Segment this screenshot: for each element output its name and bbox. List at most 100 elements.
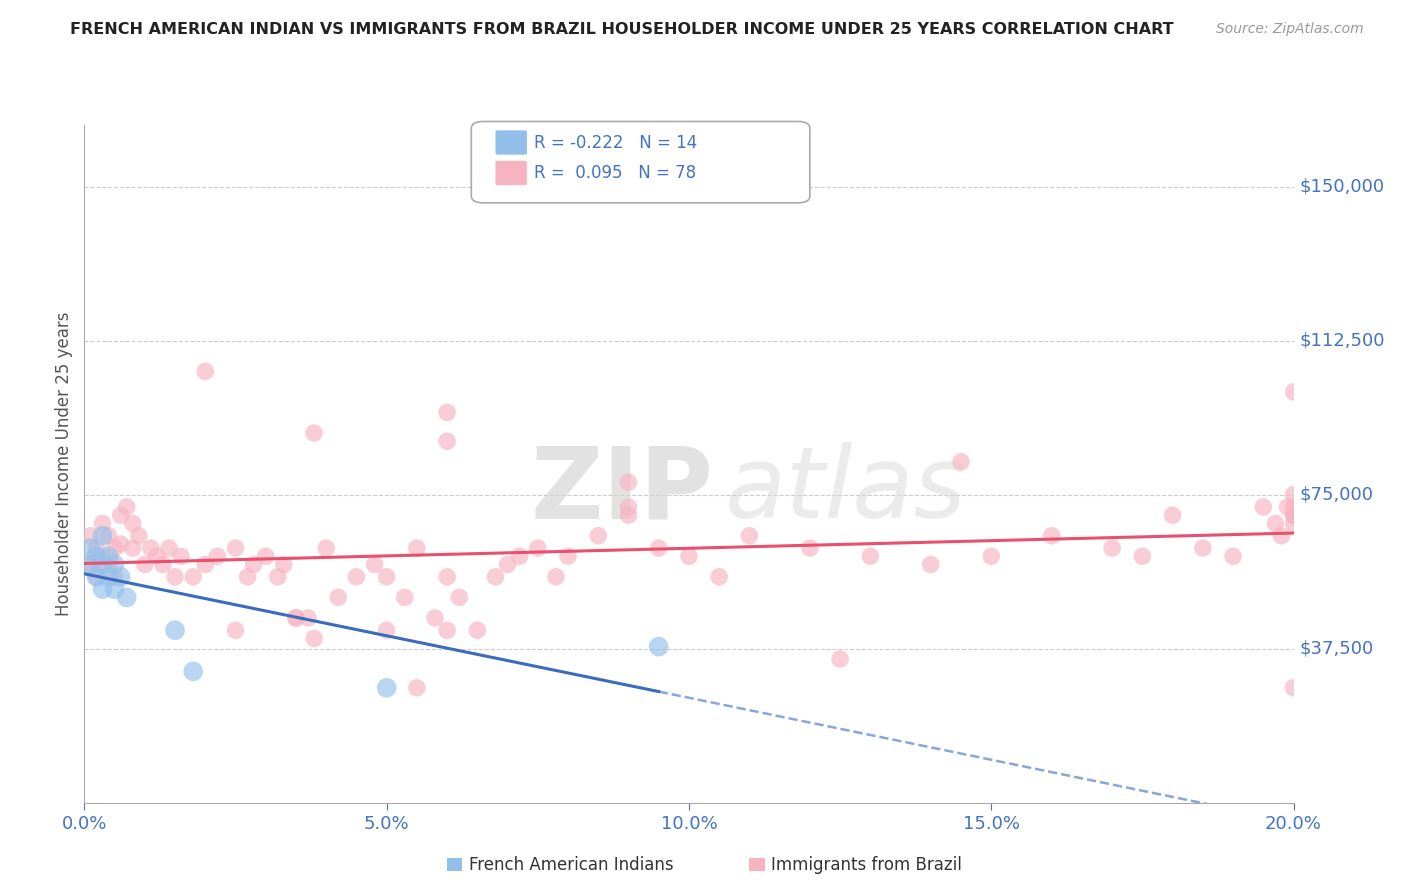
Text: ZIP: ZIP	[530, 442, 713, 540]
Point	[799, 541, 821, 555]
Point	[1282, 508, 1305, 523]
Point	[1191, 541, 1213, 555]
Point	[1222, 549, 1244, 564]
Point	[104, 558, 127, 572]
Point	[170, 549, 193, 564]
Text: Source: ZipAtlas.com: Source: ZipAtlas.com	[1216, 22, 1364, 37]
Point	[86, 541, 108, 555]
Point	[484, 570, 506, 584]
Text: Immigrants from Brazil: Immigrants from Brazil	[770, 856, 962, 874]
Point	[375, 570, 398, 584]
Point	[1277, 500, 1299, 514]
Point	[79, 558, 101, 572]
Point	[509, 549, 531, 564]
Text: $150,000: $150,000	[1299, 178, 1385, 195]
Point	[328, 591, 350, 605]
Point	[302, 425, 325, 440]
FancyBboxPatch shape	[471, 121, 810, 202]
Point	[830, 652, 852, 666]
Point	[1264, 516, 1286, 531]
Point	[1270, 529, 1292, 543]
Point	[79, 541, 101, 555]
Point	[86, 549, 108, 564]
Point	[297, 611, 319, 625]
Point	[91, 558, 114, 572]
Text: $75,000: $75,000	[1299, 485, 1374, 504]
Point	[375, 681, 398, 695]
Point	[1130, 549, 1153, 564]
Point	[423, 611, 446, 625]
Point	[315, 541, 337, 555]
Point	[467, 624, 489, 638]
Point	[207, 549, 229, 564]
Point	[97, 570, 120, 584]
Point	[1282, 500, 1305, 514]
Point	[79, 558, 101, 572]
Point	[121, 516, 143, 531]
Point	[273, 558, 295, 572]
FancyBboxPatch shape	[495, 130, 527, 154]
Y-axis label: Householder Income Under 25 years: Householder Income Under 25 years	[55, 311, 73, 616]
Point	[181, 665, 204, 679]
Point	[859, 549, 882, 564]
Point	[617, 508, 640, 523]
Point	[97, 549, 120, 564]
Point	[436, 405, 458, 419]
Point	[1282, 681, 1305, 695]
Point	[1282, 508, 1305, 523]
Point	[194, 558, 217, 572]
Point	[91, 582, 114, 596]
Point	[163, 624, 186, 638]
Point	[617, 500, 640, 514]
Point	[1282, 488, 1305, 502]
Text: $37,500: $37,500	[1299, 640, 1374, 657]
Point	[225, 624, 247, 638]
Point	[709, 570, 731, 584]
Point	[647, 640, 671, 654]
Point	[254, 549, 277, 564]
Point	[950, 455, 973, 469]
Point	[617, 475, 640, 490]
Point	[346, 570, 368, 584]
Point	[436, 434, 458, 449]
Point	[152, 558, 174, 572]
FancyBboxPatch shape	[495, 161, 527, 186]
FancyBboxPatch shape	[749, 858, 765, 871]
Point	[920, 558, 942, 572]
Point	[284, 611, 308, 625]
Point	[363, 558, 385, 572]
Point	[375, 624, 398, 638]
Point	[242, 558, 264, 572]
Point	[91, 529, 114, 543]
Point	[526, 541, 548, 555]
Point	[110, 537, 132, 551]
Point	[181, 570, 204, 584]
Point	[91, 549, 114, 564]
Point	[436, 624, 458, 638]
Point	[1282, 516, 1305, 531]
Point	[86, 570, 108, 584]
Point	[406, 541, 429, 555]
Point	[678, 549, 700, 564]
Text: R = -0.222   N = 14: R = -0.222 N = 14	[534, 134, 697, 152]
Text: FRENCH AMERICAN INDIAN VS IMMIGRANTS FROM BRAZIL HOUSEHOLDER INCOME UNDER 25 YEA: FRENCH AMERICAN INDIAN VS IMMIGRANTS FRO…	[70, 22, 1174, 37]
Point	[115, 500, 138, 514]
Point	[104, 570, 127, 584]
Point	[104, 541, 127, 555]
Point	[110, 508, 132, 523]
Point	[128, 529, 150, 543]
Point	[225, 541, 247, 555]
Point	[97, 558, 120, 572]
Point	[121, 541, 143, 555]
Point	[406, 681, 429, 695]
Point	[1101, 541, 1123, 555]
Point	[394, 591, 416, 605]
Point	[1040, 529, 1063, 543]
Text: R =  0.095   N = 78: R = 0.095 N = 78	[534, 164, 696, 182]
Point	[91, 516, 114, 531]
Point	[544, 570, 567, 584]
Point	[139, 541, 162, 555]
Point	[449, 591, 471, 605]
Point	[1251, 500, 1274, 514]
Point	[588, 529, 610, 543]
